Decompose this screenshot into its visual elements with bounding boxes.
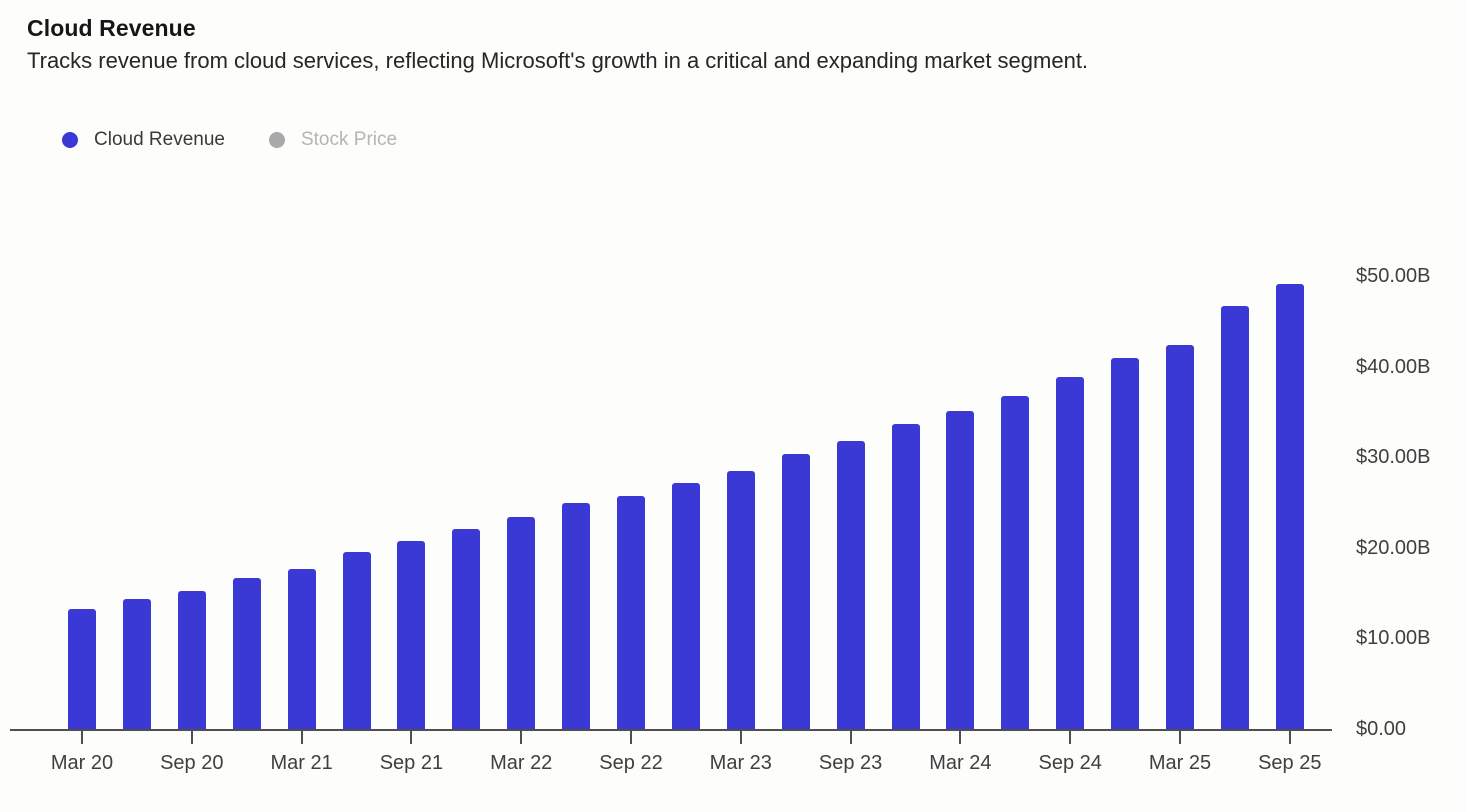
bar-mar-22[interactable] [507, 516, 536, 729]
bar-sep-21[interactable] [397, 541, 426, 729]
bar-sep-22[interactable] [617, 496, 645, 729]
bar-mar-21[interactable] [287, 568, 316, 729]
x-tick [190, 731, 193, 744]
bar-dec-22[interactable] [671, 483, 700, 729]
x-tick-label: Mar 25 [1148, 752, 1212, 774]
x-tick [1179, 731, 1181, 744]
legend-item-cloud-revenue[interactable]: Cloud Revenue [62, 129, 225, 151]
x-tick-label: Sep 20 [160, 752, 224, 774]
bar-jun-25[interactable] [1220, 305, 1249, 729]
bar-mar-20[interactable] [68, 608, 96, 729]
bar-dec-20[interactable] [232, 577, 261, 729]
x-axis-line [10, 729, 1332, 731]
y-tick-label: $20.00B [1356, 536, 1431, 559]
x-tick-label: Sep 21 [379, 752, 444, 774]
bar-jun-21[interactable] [342, 552, 371, 729]
bar-jun-24[interactable] [1001, 395, 1030, 729]
x-tick [849, 731, 852, 744]
x-tick [410, 731, 413, 744]
x-tick-label: Mar 23 [709, 752, 772, 774]
bar-dec-23[interactable] [891, 423, 920, 729]
legend-label-cloud-revenue: Cloud Revenue [94, 129, 225, 150]
y-tick-label: $50.00B [1356, 265, 1431, 287]
x-tick [520, 731, 523, 744]
bar-sep-20[interactable] [177, 591, 206, 729]
legend-label-stock-price: Stock Price [300, 129, 398, 150]
y-tick-label: $10.00B [1356, 627, 1431, 650]
bar-jun-22[interactable] [562, 502, 591, 729]
x-tick [81, 731, 83, 744]
legend-item-stock-price[interactable]: Stock Price [268, 129, 398, 151]
x-tick-label: Mar 21 [270, 752, 333, 774]
x-tick-label: Sep 23 [818, 752, 883, 774]
cloud-revenue-swatch-icon [62, 132, 78, 148]
bar-mar-24[interactable] [946, 410, 975, 729]
bar-mar-25[interactable] [1166, 344, 1194, 729]
x-tick-label: Sep 25 [1258, 752, 1322, 774]
stock-price-swatch-icon [268, 132, 285, 148]
bar-sep-24[interactable] [1056, 376, 1085, 729]
chart-subtitle: Tracks revenue from cloud services, refl… [27, 48, 1089, 73]
y-tick-label: $40.00B [1356, 355, 1431, 378]
bar-jun-23[interactable] [781, 454, 810, 729]
y-tick-label: $0.00 [1356, 718, 1407, 740]
x-tick [300, 731, 303, 744]
x-tick [959, 731, 962, 744]
bar-mar-23[interactable] [726, 470, 755, 729]
bar-sep-25[interactable] [1275, 284, 1304, 729]
x-tick [739, 731, 742, 744]
x-tick [1069, 731, 1072, 744]
page-title: Cloud Revenue [27, 15, 196, 41]
x-tick-label: Sep 22 [599, 752, 663, 774]
x-tick [1288, 731, 1291, 744]
bar-dec-21[interactable] [452, 528, 481, 729]
bar-dec-24[interactable] [1111, 358, 1140, 729]
x-tick-label: Sep 24 [1038, 752, 1102, 774]
x-tick-label: Mar 22 [490, 752, 553, 774]
y-tick-label: $30.00B [1356, 446, 1431, 469]
legend: Cloud Revenue Stock Price [62, 129, 397, 151]
x-tick [630, 731, 632, 744]
x-tick-label: Mar 24 [929, 752, 992, 774]
bar-sep-23[interactable] [836, 440, 865, 729]
bar-jun-20[interactable] [122, 599, 151, 729]
x-tick-label: Mar 20 [50, 752, 114, 774]
